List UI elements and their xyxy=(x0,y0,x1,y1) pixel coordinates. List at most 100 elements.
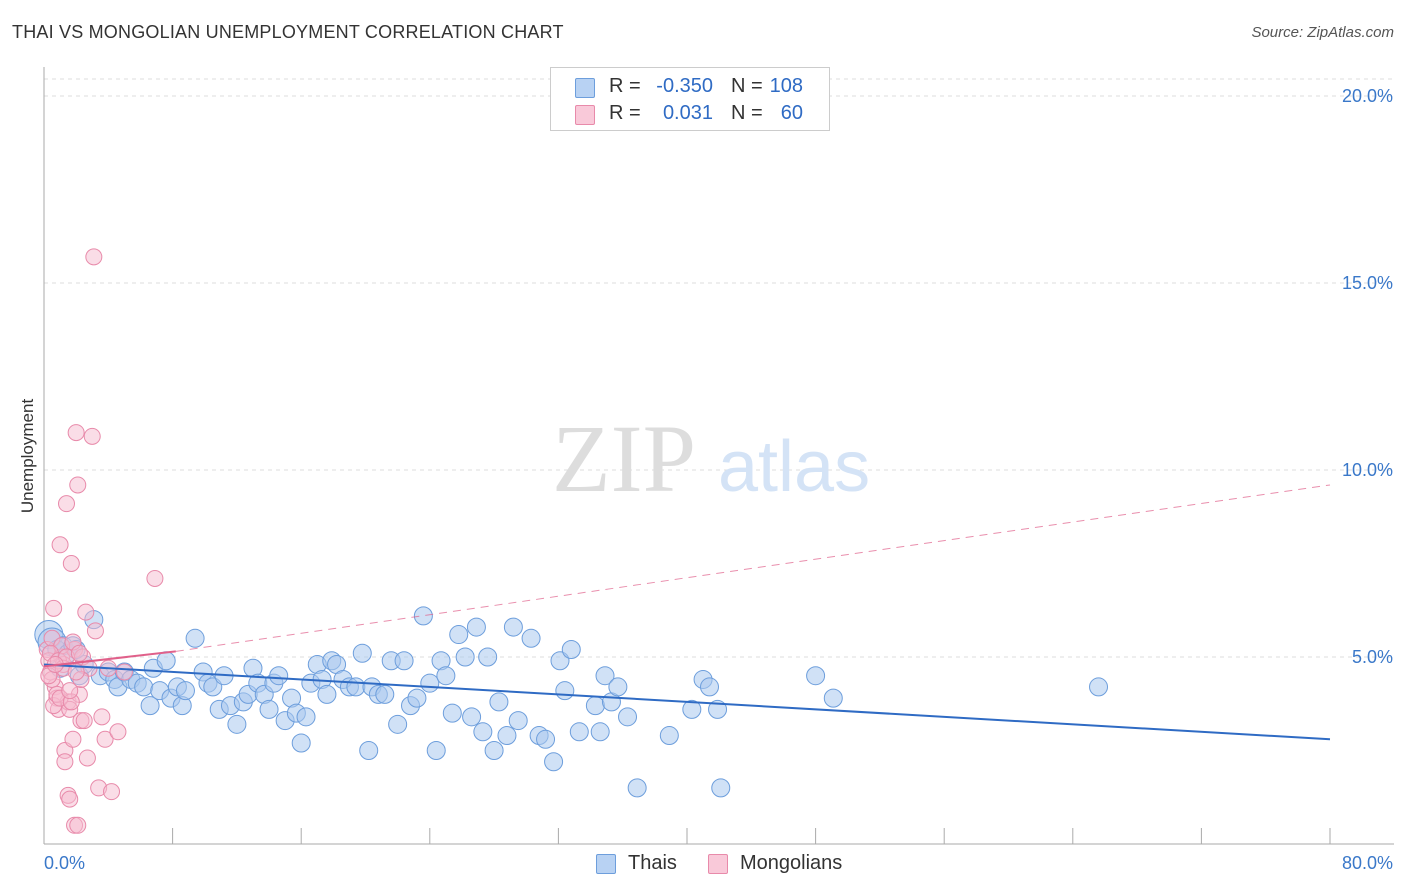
thais-point xyxy=(388,714,408,734)
thais-point xyxy=(682,699,702,719)
thais-point xyxy=(659,726,679,746)
mongolians-point xyxy=(75,712,93,730)
mongolians-point xyxy=(77,603,95,621)
watermark-zip: ZIP xyxy=(552,405,696,512)
tick-labels: 5.0% 10.0% 15.0% 20.0% 0.0% 80.0% xyxy=(44,86,1393,873)
mongolians-trend-line xyxy=(43,650,176,668)
thais-point xyxy=(550,651,570,671)
legend-row-thais: R = -0.350 N = 108 xyxy=(551,73,829,100)
mongolians-point xyxy=(67,663,85,681)
thais-point xyxy=(449,625,469,645)
thais-point xyxy=(394,651,414,671)
mongolians-point xyxy=(61,682,79,700)
thais-point xyxy=(466,617,486,637)
thais-point xyxy=(618,707,638,727)
mongolians-point xyxy=(69,816,87,834)
thais-point xyxy=(346,677,366,697)
legend-r-value: 0.031 xyxy=(662,102,713,124)
thais-point xyxy=(317,684,337,704)
thais-point xyxy=(503,617,523,637)
thais-point xyxy=(478,647,498,667)
series-swatch-mongolians xyxy=(708,854,728,874)
thais-point xyxy=(595,666,615,686)
mongolians-point xyxy=(67,424,85,442)
mongolians-point xyxy=(115,663,133,681)
thais-point xyxy=(442,703,462,723)
mongolians-point xyxy=(93,708,111,726)
thais-point xyxy=(489,692,509,712)
thais-trend-line xyxy=(43,663,1331,741)
thais-point xyxy=(585,696,605,716)
correlation-legend: R = -0.350 N = 108 R = 0.031 N = 60 xyxy=(550,67,830,131)
thais-point xyxy=(413,606,433,626)
legend-row-mongolians: R = 0.031 N = 60 xyxy=(551,100,829,127)
y-axis-label: Unemployment xyxy=(18,399,37,514)
thais-point xyxy=(436,666,456,686)
thais-point xyxy=(555,681,575,701)
mongolians-point xyxy=(85,248,103,266)
source-credit: Source: ZipAtlas.com xyxy=(1251,24,1394,41)
thais-point xyxy=(227,714,247,734)
mongolians-point xyxy=(103,783,121,801)
thais-point xyxy=(455,647,475,667)
thais-point xyxy=(536,729,556,749)
mongolians-point xyxy=(45,599,63,617)
mongolians-point xyxy=(86,622,104,640)
mongolians-point xyxy=(70,644,88,662)
legend-n-value: 108 xyxy=(769,75,803,97)
thais-point xyxy=(407,688,427,708)
thais-point xyxy=(259,699,279,719)
mongolians-point xyxy=(61,790,79,808)
legend-n-value: 60 xyxy=(780,102,803,124)
y-tick-label: 5.0% xyxy=(1352,647,1393,667)
mongolians-point xyxy=(64,730,82,748)
series-label-thais: Thais xyxy=(628,852,677,874)
mongolians-point xyxy=(109,723,127,741)
mongolians-point xyxy=(69,476,87,494)
thais-point xyxy=(521,628,541,648)
chart-title: THAI VS MONGOLIAN UNEMPLOYMENT CORRELATI… xyxy=(12,22,564,42)
thais-point xyxy=(544,752,564,772)
series-label-mongolians: Mongolians xyxy=(740,852,843,874)
mongolians-trend-extension xyxy=(175,484,1331,652)
legend-r-label: R = xyxy=(609,102,641,124)
thais-point xyxy=(1089,677,1109,697)
data-points xyxy=(34,248,1109,834)
mongolians-point xyxy=(146,569,164,587)
mongolians-point xyxy=(96,730,114,748)
series-swatch-thais xyxy=(596,854,616,874)
thais-point xyxy=(203,677,223,697)
thais-point xyxy=(806,666,826,686)
thais-point xyxy=(269,666,289,686)
thais-point xyxy=(140,696,160,716)
mongolians-point xyxy=(58,495,76,513)
thais-point xyxy=(359,741,379,760)
mongolians-point xyxy=(51,536,69,554)
watermark-atlas: atlas xyxy=(718,427,870,507)
thais-point xyxy=(375,684,395,704)
thais-point xyxy=(156,651,176,671)
thais-point xyxy=(426,741,446,760)
legend-n-label: N = xyxy=(731,102,763,124)
thais-point xyxy=(700,677,720,697)
thais-point xyxy=(627,778,647,798)
thais-point xyxy=(134,677,154,697)
grid-lines xyxy=(44,78,1394,658)
thais-point xyxy=(711,778,731,798)
legend-r-value: -0.350 xyxy=(656,75,713,97)
axes xyxy=(43,67,1394,845)
trend-lines xyxy=(43,484,1331,741)
thais-point xyxy=(484,741,504,760)
legend-n-label: N = xyxy=(731,75,763,97)
mongolians-point xyxy=(83,427,101,445)
thais-point xyxy=(608,677,628,697)
mongolians-point xyxy=(56,753,74,771)
thais-point xyxy=(569,722,589,742)
watermark: ZIP atlas xyxy=(552,405,870,512)
mongolians-point xyxy=(78,749,96,767)
thais-point xyxy=(296,707,316,727)
legend-r-label: R = xyxy=(609,75,641,97)
thais-point xyxy=(561,640,581,660)
thais-point xyxy=(352,643,372,663)
